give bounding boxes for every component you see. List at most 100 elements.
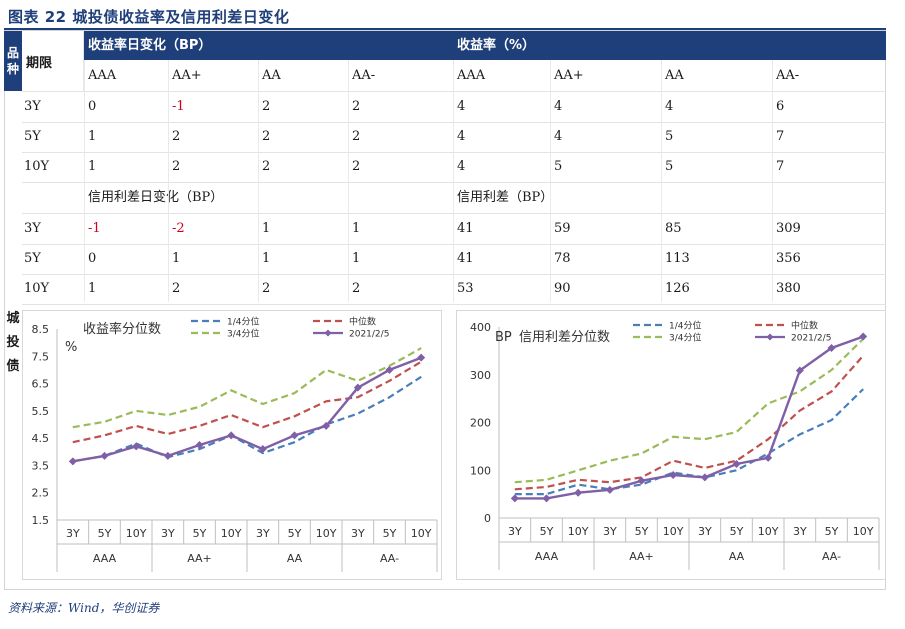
x-tick-label: 5Y xyxy=(193,527,207,540)
page-title: 图表 22 城投债收益率及信用利差日变化 xyxy=(8,8,290,26)
yield-change-cell: 2 xyxy=(352,99,361,114)
data-point xyxy=(574,488,583,497)
yield-cell: 7 xyxy=(776,129,785,144)
yield-percentile-chart: 1.5 2.5 3.5 4.5 5.5 6.5 7.5 8.5 3Y 5Y 10Y 3Y 5Y 10Y 3Y… xyxy=(32,316,438,572)
data-point xyxy=(385,365,394,374)
data-point xyxy=(163,451,172,460)
yield-cell: 5 xyxy=(665,129,674,144)
x-tick-label: 10Y xyxy=(126,527,147,540)
source-note: 资料来源：Wind，华创证券 xyxy=(8,601,160,615)
spread-change-cell: 1 xyxy=(352,221,361,236)
spread-cell: 309 xyxy=(776,221,801,236)
legend-label: 中位数 xyxy=(349,316,376,328)
rating-header: AA xyxy=(262,68,281,83)
x-tick-label: 5Y xyxy=(98,527,112,540)
data-point xyxy=(68,457,77,466)
x-group-label: AA- xyxy=(380,552,399,565)
legend-label: 3/4分位 xyxy=(227,328,260,340)
row-divider xyxy=(22,213,886,214)
rating-header: AA+ xyxy=(172,68,202,83)
rating-header: AAA xyxy=(457,68,486,83)
legend-label: 2021/2/5 xyxy=(349,330,389,340)
legend-label: 3/4分位 xyxy=(669,332,702,344)
series-line-1 xyxy=(72,375,422,463)
bond-type-label: 城 投 债 xyxy=(5,307,21,379)
x-tick-label: 10Y xyxy=(758,525,779,538)
bond-type-char: 债 xyxy=(6,359,20,374)
variety-header: 品 种 xyxy=(4,31,22,91)
x-tick-label: 3Y xyxy=(256,527,270,540)
x-tick-label: 3Y xyxy=(161,527,175,540)
variety-header-char: 品 xyxy=(6,46,19,60)
column-divider xyxy=(168,60,169,302)
yield-cell: 7 xyxy=(776,159,785,174)
series-line-4 xyxy=(514,335,864,500)
spread-change-cell: 2 xyxy=(262,281,271,296)
spread-header: 信用利差（BP） xyxy=(457,190,554,205)
yield-cell: 4 xyxy=(554,129,563,144)
y-tick-label: 200 xyxy=(470,417,491,430)
yield-change-cell: 2 xyxy=(352,159,361,174)
x-tick-label: 5Y xyxy=(825,525,839,538)
series-line-2 xyxy=(72,360,422,444)
data-point xyxy=(258,445,267,454)
row-divider xyxy=(22,244,886,245)
y-tick-label: 6.5 xyxy=(32,378,50,391)
y-tick-label: 5.5 xyxy=(32,405,50,418)
legend-marker xyxy=(324,329,332,337)
yield-cell: 4 xyxy=(554,99,563,114)
spread-cell: 78 xyxy=(554,251,571,266)
chart-title: 收益率分位数 xyxy=(83,321,161,337)
series-line-4 xyxy=(72,356,422,463)
row-divider xyxy=(22,304,886,305)
x-tick-label: 10Y xyxy=(663,525,684,538)
yield-header: 收益率（%） xyxy=(457,38,536,53)
term-cell: 3Y xyxy=(24,99,41,114)
spread-cell: 126 xyxy=(665,281,690,296)
data-point xyxy=(669,471,678,480)
row-divider xyxy=(22,152,886,153)
bond-type-char: 城 xyxy=(6,311,20,326)
data-point xyxy=(132,442,141,451)
yield-cell: 5 xyxy=(554,159,563,174)
x-tick-label: 10Y xyxy=(316,527,337,540)
column-divider xyxy=(348,60,349,302)
column-divider xyxy=(661,60,662,302)
data-point xyxy=(195,440,204,449)
bond-type-char: 投 xyxy=(6,335,20,350)
column-divider xyxy=(258,60,259,302)
legend-label: 1/4分位 xyxy=(669,320,702,332)
x-tick-label: 10Y xyxy=(853,525,874,538)
x-group-label: AA xyxy=(287,552,303,565)
yield-change-cell: 1 xyxy=(88,159,97,174)
x-group-label: AA xyxy=(729,550,745,563)
column-divider xyxy=(84,60,85,302)
data-point xyxy=(795,366,804,375)
data-point xyxy=(510,494,519,503)
spread-cell: 41 xyxy=(457,221,474,236)
rating-header: AA+ xyxy=(554,68,584,83)
x-group-label: AA+ xyxy=(629,550,654,563)
rating-header: AA- xyxy=(776,68,800,83)
spread-cell: 41 xyxy=(457,251,474,266)
yield-change-cell: 0 xyxy=(88,99,97,114)
x-tick-label: 3Y xyxy=(603,525,617,538)
y-tick-label: 2.5 xyxy=(32,487,50,500)
series-line-3 xyxy=(72,347,422,429)
row-divider xyxy=(22,274,886,275)
x-tick-label: 10Y xyxy=(411,527,432,540)
y-tick-label: 8.5 xyxy=(32,323,50,336)
x-group-label: AAA xyxy=(93,552,117,565)
yield-change-cell: 2 xyxy=(262,129,271,144)
legend-label: 中位数 xyxy=(791,320,818,332)
spread-change-cell: 0 xyxy=(88,251,97,266)
x-tick-label: 5Y xyxy=(288,527,302,540)
yield-change-cell: 2 xyxy=(262,159,271,174)
data-point xyxy=(100,451,109,460)
data-point xyxy=(700,473,709,482)
y-axis-unit: % xyxy=(65,340,77,355)
rating-header: AAA xyxy=(88,68,117,83)
y-tick-label: 4.5 xyxy=(32,432,50,445)
data-point xyxy=(859,332,868,341)
spread-change-cell: 1 xyxy=(88,281,97,296)
